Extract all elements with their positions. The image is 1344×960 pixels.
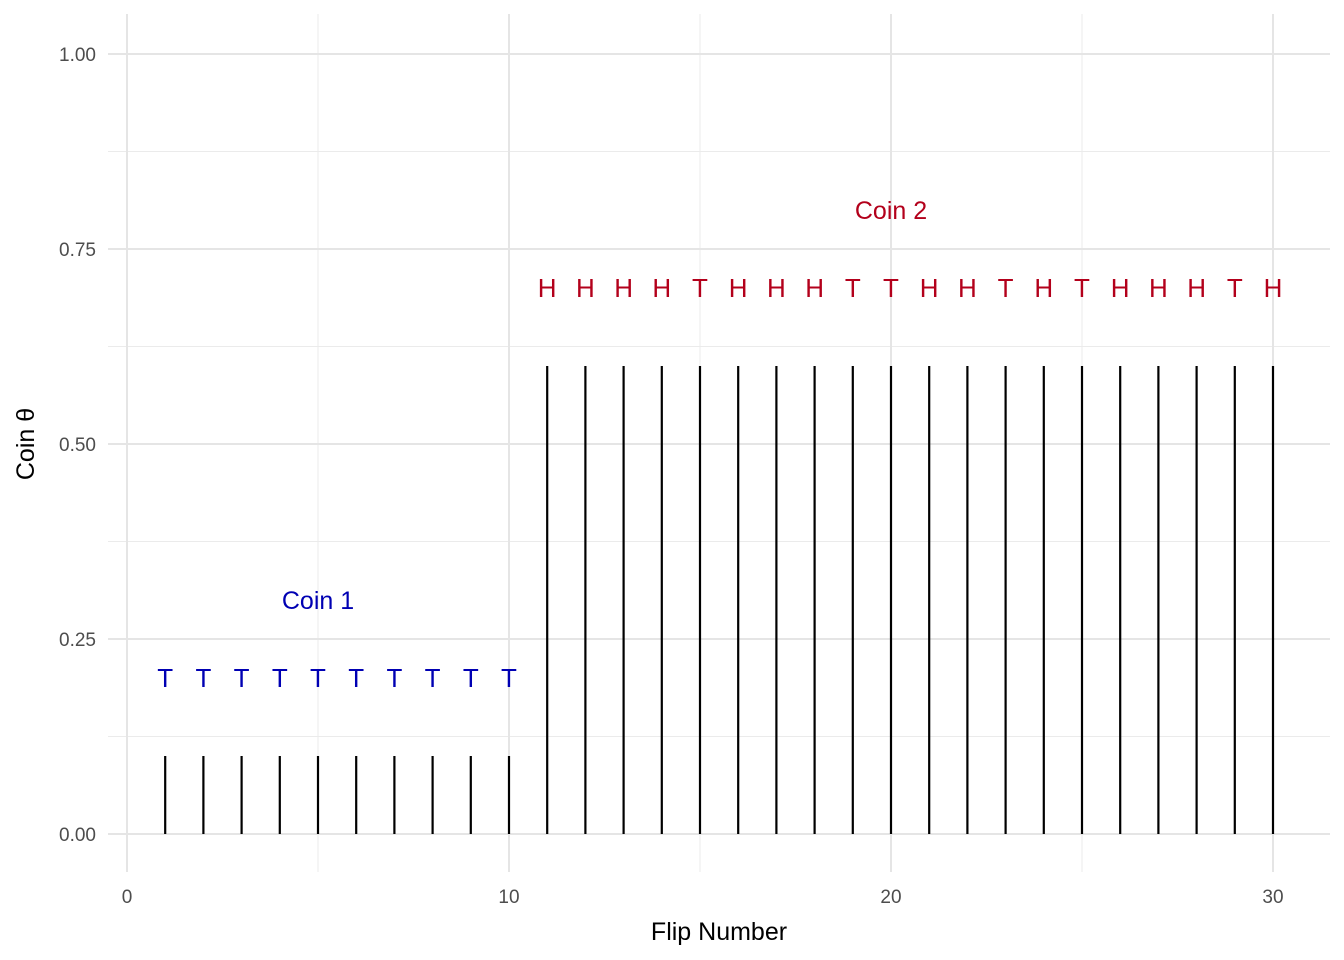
flip-outcome-label: H: [958, 273, 977, 303]
flip-outcome-label: H: [805, 273, 824, 303]
y-tick-label: 0.75: [59, 240, 96, 261]
flip-outcome-label: T: [501, 663, 517, 693]
x-tick-label: 30: [1262, 887, 1283, 908]
flip-outcome-label: T: [883, 273, 899, 303]
y-tick-label: 1.00: [59, 45, 96, 66]
flip-outcome-label: H: [1264, 273, 1283, 303]
flip-outcome-label: T: [195, 663, 211, 693]
flip-outcome-label: T: [234, 663, 250, 693]
coin-label-1: Coin 1: [282, 587, 354, 615]
minor-gridlines: [108, 14, 1330, 872]
flip-outcome-label: H: [1034, 273, 1053, 303]
flip-outcome-label: T: [1227, 273, 1243, 303]
x-axis-ticks: 0 10 20 30: [122, 887, 1284, 908]
flip-outcome-label: T: [272, 663, 288, 693]
y-tick-label: 0.25: [59, 630, 96, 651]
flip-outcome-label: T: [386, 663, 402, 693]
flip-segments: [164, 366, 1275, 834]
x-tick-label: 0: [122, 887, 133, 908]
flip-outcome-labels: T T T T T T T T T TH H H H T H H H T T H H T H T H H H T H: [157, 273, 1282, 693]
y-tick-label: 0.50: [59, 435, 96, 456]
flip-outcome-label: H: [729, 273, 748, 303]
flip-outcome-label: H: [1149, 273, 1168, 303]
flip-outcome-label: H: [652, 273, 671, 303]
flip-outcome-label: T: [157, 663, 173, 693]
flip-outcome-label: T: [348, 663, 364, 693]
flip-outcome-label: T: [845, 273, 861, 303]
flip-outcome-label: T: [998, 273, 1014, 303]
y-tick-label: 0.00: [59, 825, 96, 846]
flip-outcome-label: H: [538, 273, 557, 303]
flip-outcome-label: H: [576, 273, 595, 303]
y-axis-title: Coin θ: [12, 408, 40, 480]
flip-outcome-label: T: [692, 273, 708, 303]
major-gridlines: [108, 14, 1330, 872]
flip-outcome-label: T: [1074, 273, 1090, 303]
flip-outcome-label: H: [614, 273, 633, 303]
coin-labels: Coin 1 Coin 2: [282, 197, 927, 615]
flip-outcome-label: T: [463, 663, 479, 693]
flip-outcome-label: H: [1187, 273, 1206, 303]
x-tick-label: 10: [498, 887, 519, 908]
flip-outcome-label: T: [310, 663, 326, 693]
flip-outcome-label: H: [1111, 273, 1130, 303]
y-axis-ticks: 0.00 0.25 0.50 0.75 1.00: [59, 45, 96, 846]
coin-label-2: Coin 2: [855, 197, 927, 225]
x-tick-label: 20: [880, 887, 901, 908]
flip-outcome-label: H: [767, 273, 786, 303]
flip-outcome-label: H: [920, 273, 939, 303]
flip-outcome-label: T: [425, 663, 441, 693]
x-axis-title: Flip Number: [651, 918, 787, 946]
